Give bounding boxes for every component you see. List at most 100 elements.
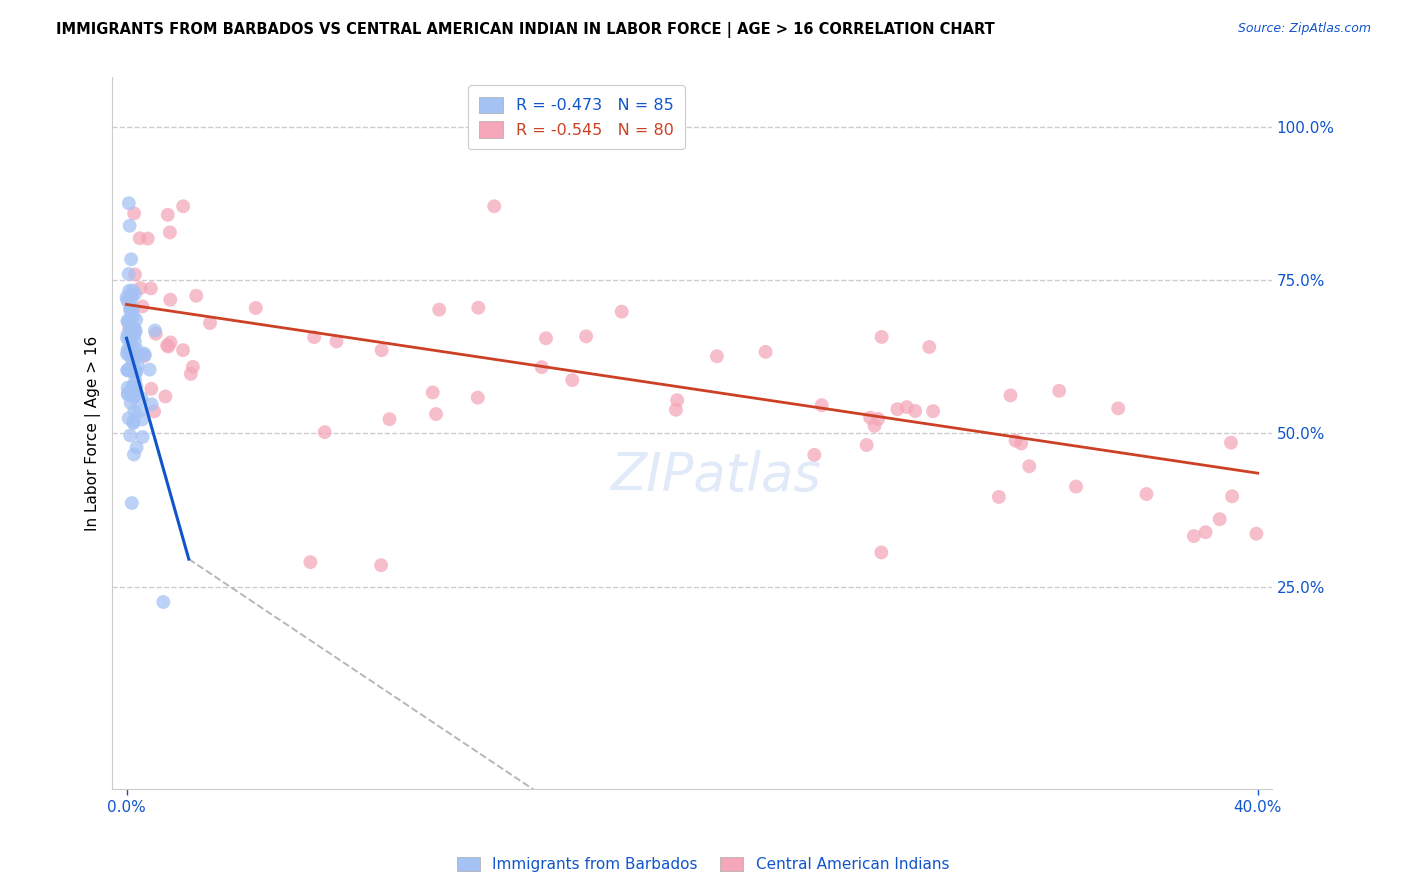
Point [159,335,181,350]
Point [159,293,181,307]
Point [125,387,148,401]
Point [131,392,153,406]
Point [118,321,141,335]
Point [1000,388,1022,402]
Point [136,231,159,245]
Point [198,316,221,330]
Point [302,330,325,344]
Text: Source: ZipAtlas.com: Source: ZipAtlas.com [1237,22,1371,36]
Point [1208,512,1230,526]
Point [139,281,162,295]
Text: ZIPatlas: ZIPatlas [610,450,821,502]
Point [120,320,142,334]
Point [534,331,557,345]
Point [118,316,141,330]
Point [121,496,143,510]
Point [124,404,146,418]
Point [156,338,179,352]
Point [120,321,142,335]
Point [128,404,150,418]
Point [1004,434,1026,448]
Point [922,404,945,418]
Point [122,343,145,358]
Text: IMMIGRANTS FROM BARBADOS VS CENTRAL AMERICAN INDIAN IN LABOR FORCE | AGE > 16 CO: IMMIGRANTS FROM BARBADOS VS CENTRAL AMER… [56,22,995,38]
Point [122,365,145,379]
Point [121,288,143,302]
Point [128,231,150,245]
Point [118,267,141,281]
Point [117,314,139,328]
Point [117,345,139,359]
Point [467,391,489,405]
Point [117,381,139,395]
Point [122,206,145,220]
Point [422,385,444,400]
Point [117,327,139,342]
Point [122,448,145,462]
Point [117,386,139,401]
Point [131,412,153,426]
Point [117,343,139,357]
Point [120,344,142,359]
Point [918,340,941,354]
Point [132,346,155,360]
Point [868,412,890,426]
Point [482,199,505,213]
Point [561,373,583,387]
Point [666,393,689,408]
Point [141,397,163,411]
Point [120,301,142,316]
Point [141,382,163,396]
Point [427,302,450,317]
Point [121,284,143,298]
Point [125,441,148,455]
Point [117,387,139,401]
Point [125,365,148,379]
Point [987,490,1010,504]
Point [121,388,143,402]
Point [120,351,142,365]
Point [157,339,180,353]
Point [156,208,179,222]
Point [121,379,143,393]
Point [122,391,145,405]
Point [810,398,832,412]
Point [122,320,145,334]
Point [1010,436,1032,450]
Point [143,324,166,338]
Point [1064,479,1087,493]
Point [124,326,146,340]
Point [855,438,877,452]
Point [863,418,886,433]
Point [1018,459,1040,474]
Point [118,196,141,211]
Point [134,348,156,362]
Point [121,349,143,363]
Point [122,383,145,397]
Point [125,342,148,356]
Point [1220,489,1243,503]
Point [530,360,553,375]
Point [138,362,160,376]
Point [245,301,267,315]
Point [117,363,139,377]
Point [124,373,146,387]
Point [467,301,489,315]
Point [124,351,146,366]
Point [1220,435,1243,450]
Point [120,428,142,442]
Point [610,304,633,318]
Point [299,555,322,569]
Point [127,359,149,373]
Point [803,448,825,462]
Point [118,334,141,348]
Point [120,359,142,374]
Point [127,349,149,363]
Point [125,380,148,394]
Point [870,545,893,559]
Point [122,416,145,430]
Point [125,312,148,326]
Point [120,252,142,267]
Point [118,343,141,358]
Point [870,330,893,344]
